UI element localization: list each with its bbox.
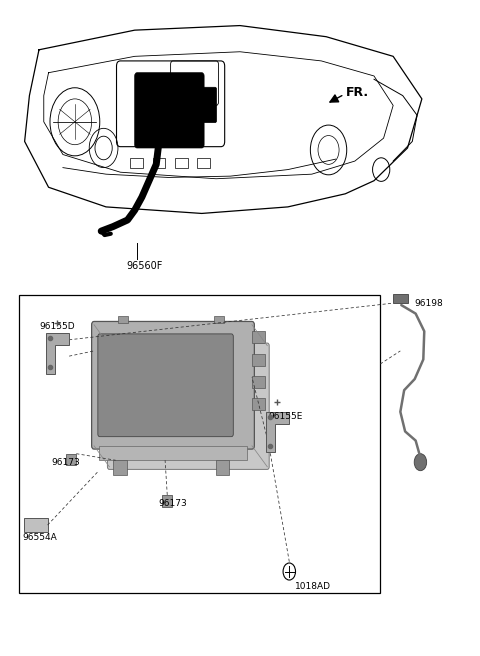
Bar bbox=[131, 159, 143, 168]
Bar bbox=[66, 454, 76, 466]
Bar bbox=[99, 446, 247, 461]
Text: 96554A: 96554A bbox=[22, 533, 57, 542]
Polygon shape bbox=[46, 333, 69, 374]
Bar bbox=[197, 159, 210, 168]
Bar bbox=[216, 461, 229, 476]
Text: FR.: FR. bbox=[346, 86, 370, 99]
Text: 1018AD: 1018AD bbox=[295, 582, 331, 591]
Text: 96173: 96173 bbox=[158, 499, 187, 508]
Text: 96198: 96198 bbox=[415, 298, 444, 308]
Bar bbox=[175, 159, 188, 168]
Bar bbox=[252, 331, 265, 343]
Bar bbox=[252, 354, 265, 366]
Text: 96155D: 96155D bbox=[39, 321, 74, 331]
Bar bbox=[161, 495, 172, 506]
Bar bbox=[214, 316, 224, 323]
FancyBboxPatch shape bbox=[135, 73, 204, 148]
Text: 96560F: 96560F bbox=[126, 261, 162, 271]
Bar bbox=[118, 316, 129, 323]
Bar bbox=[252, 376, 265, 388]
Text: 96173: 96173 bbox=[51, 458, 80, 466]
Bar bbox=[252, 398, 265, 410]
Bar bbox=[393, 294, 408, 303]
FancyBboxPatch shape bbox=[200, 87, 216, 123]
Bar bbox=[24, 518, 48, 532]
FancyBboxPatch shape bbox=[108, 343, 269, 470]
Bar bbox=[153, 159, 165, 168]
Text: 96155E: 96155E bbox=[269, 412, 303, 421]
Circle shape bbox=[414, 454, 427, 471]
Bar bbox=[19, 295, 380, 593]
Polygon shape bbox=[266, 412, 289, 453]
Bar bbox=[113, 461, 127, 476]
FancyBboxPatch shape bbox=[98, 334, 233, 437]
FancyBboxPatch shape bbox=[92, 321, 254, 449]
